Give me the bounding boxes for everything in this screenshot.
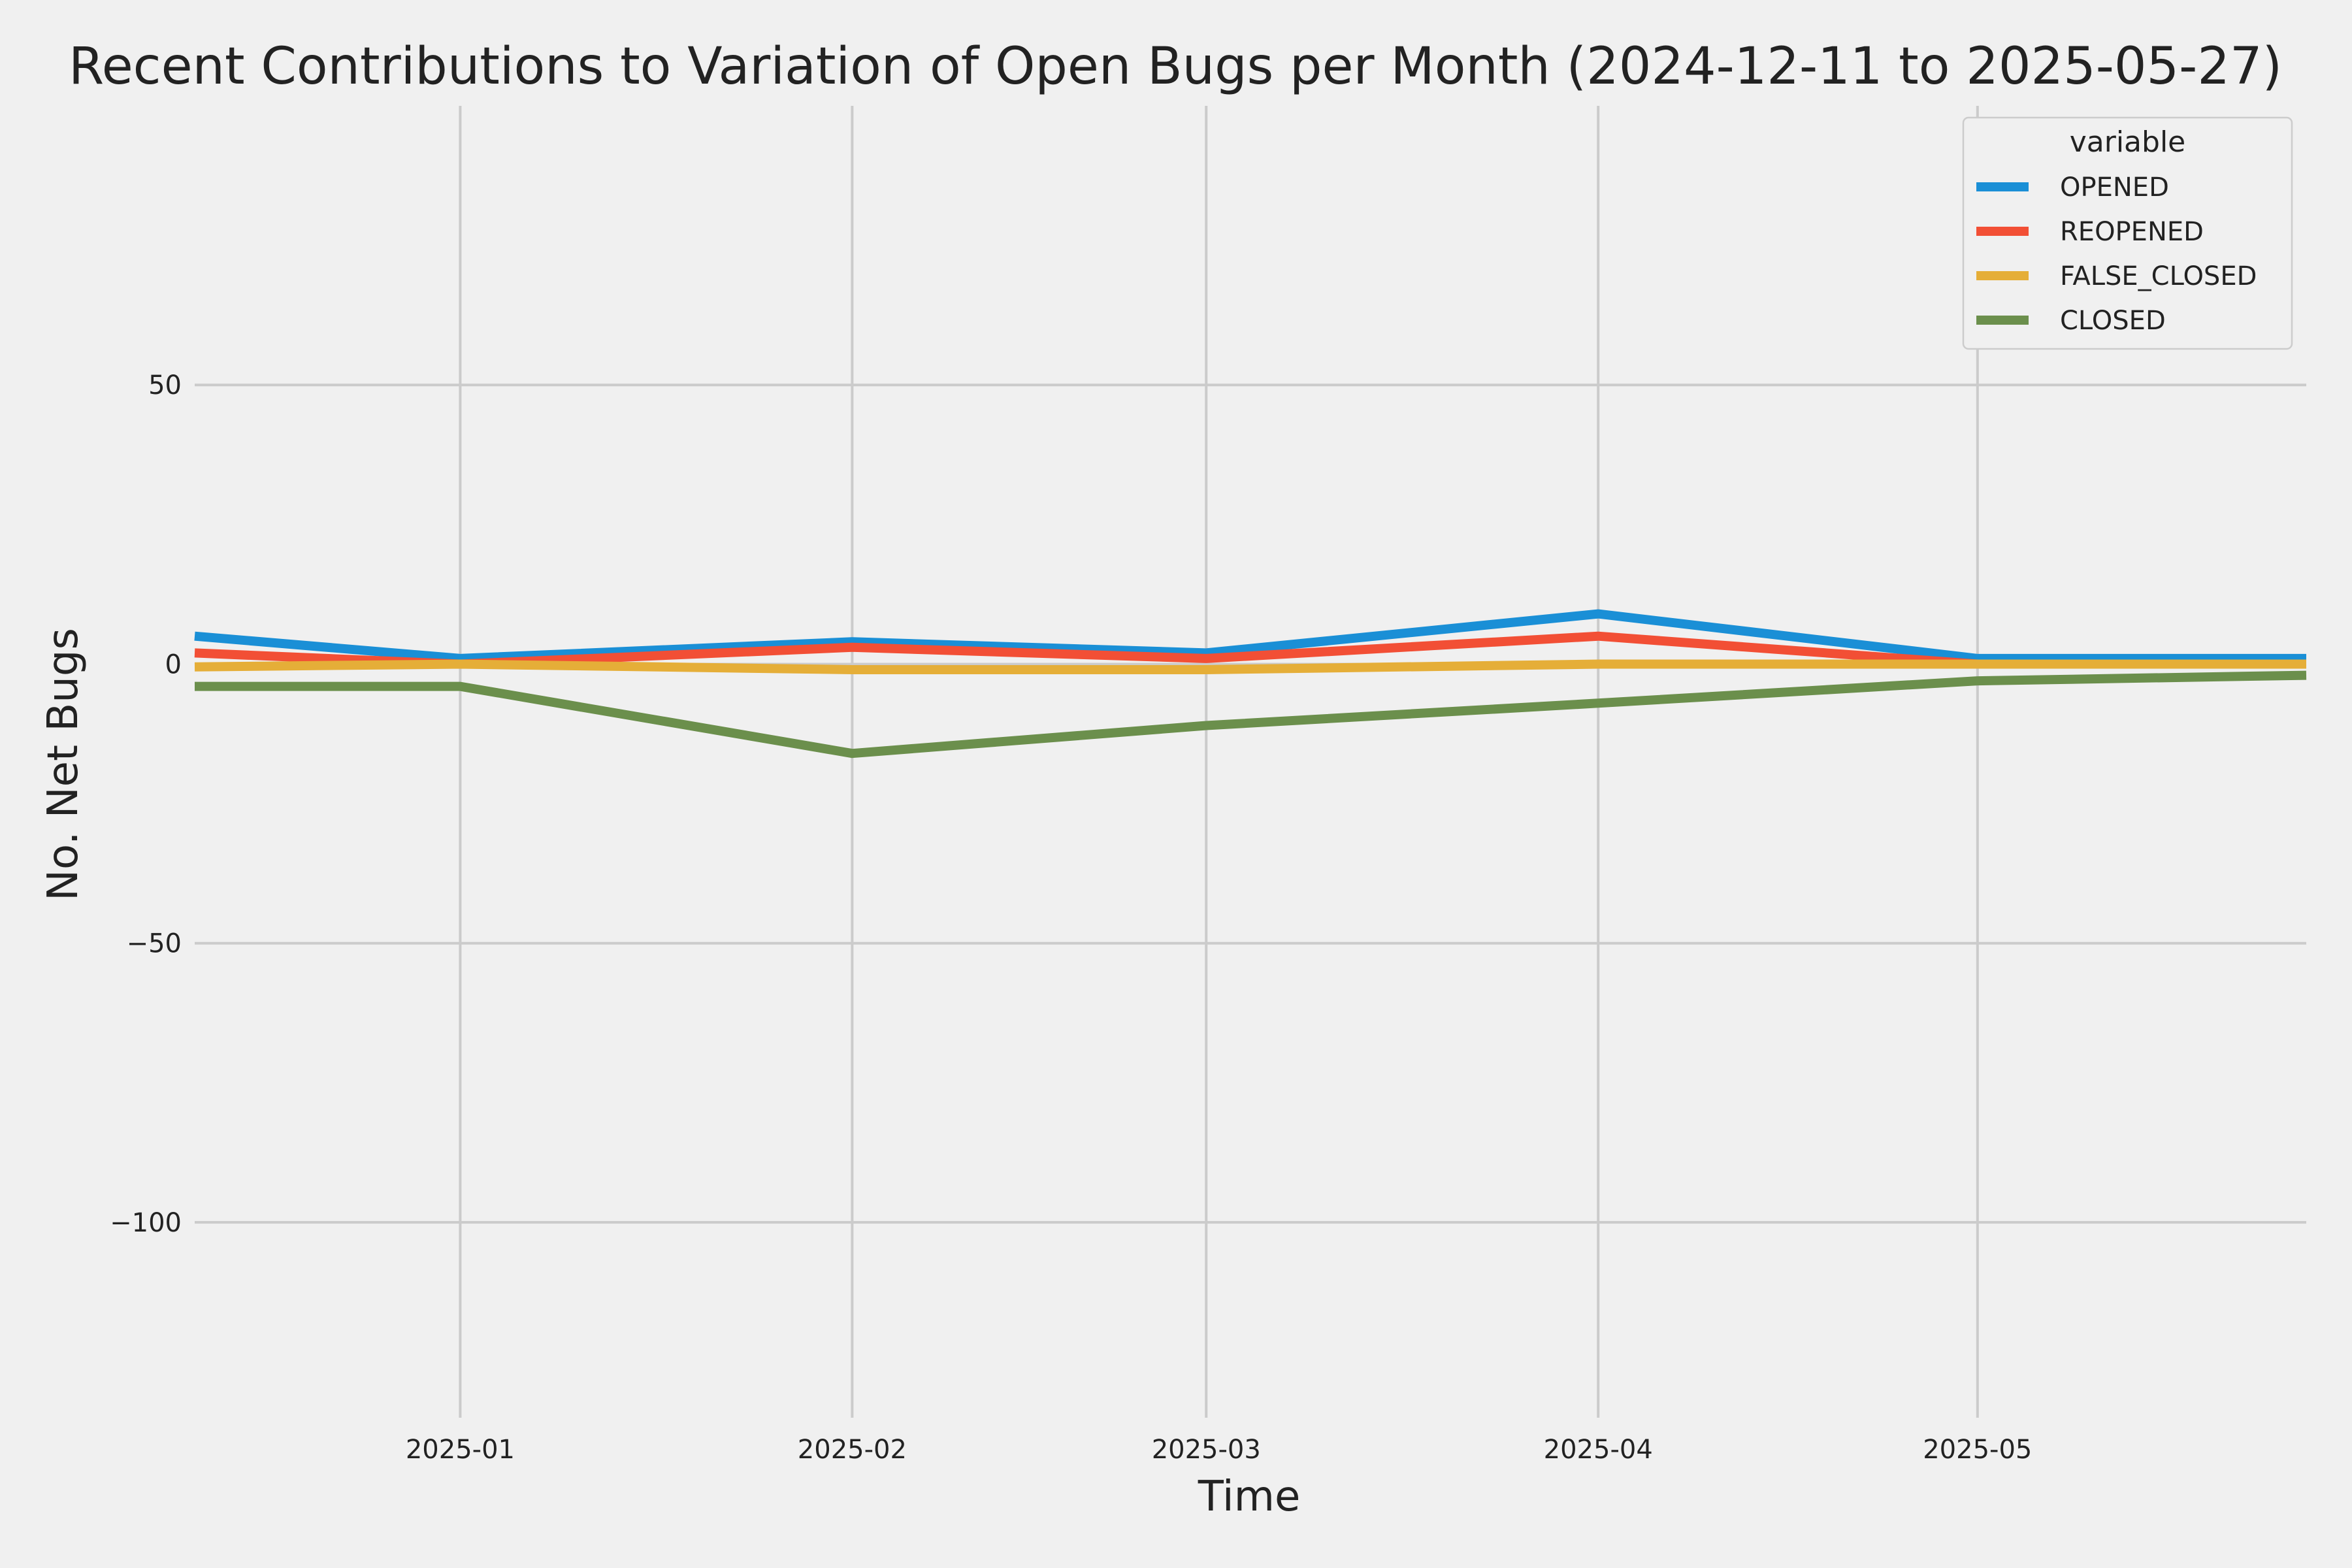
- legend-entry: FALSE_CLOSED: [2060, 261, 2257, 291]
- tick-labels: 2025-01 2025-02 2025-03 2025-04 2025-05 50 0 −5…: [110, 370, 2032, 1465]
- series-line-closed: [195, 670, 2307, 759]
- legend-entry: OPENED: [2060, 172, 2169, 203]
- x-tick-label: 2025-02: [798, 1435, 907, 1465]
- y-tick-label: −50: [127, 929, 182, 959]
- legend-entry: REOPENED: [2060, 217, 2204, 247]
- x-tick-label: 2025-04: [1544, 1435, 1653, 1465]
- legend-box: [1962, 116, 2293, 350]
- x-tick-label: 2025-05: [1923, 1435, 2032, 1465]
- y-tick-label: 50: [148, 370, 182, 400]
- series-lines: [194, 609, 2307, 759]
- legend-title: variable: [2070, 125, 2186, 159]
- x-axis-label: Time: [1198, 1473, 1301, 1521]
- y-tick-label: 0: [165, 649, 182, 679]
- legend-entry: CLOSED: [2060, 306, 2166, 336]
- series-line-opened: [194, 609, 2306, 663]
- x-tick-label: 2025-01: [406, 1435, 515, 1465]
- y-axis-label: No. Net Bugs: [39, 628, 88, 901]
- chart-title: Recent Contributions to Variation of Ope…: [69, 37, 2282, 96]
- x-tick-label: 2025-03: [1152, 1435, 1261, 1465]
- y-tick-label: −100: [110, 1208, 182, 1238]
- series-line-false-closed: [194, 659, 2306, 674]
- legend: variable OPENED REOPENED FALSE_CLOSED CLOSED: [1962, 116, 2293, 350]
